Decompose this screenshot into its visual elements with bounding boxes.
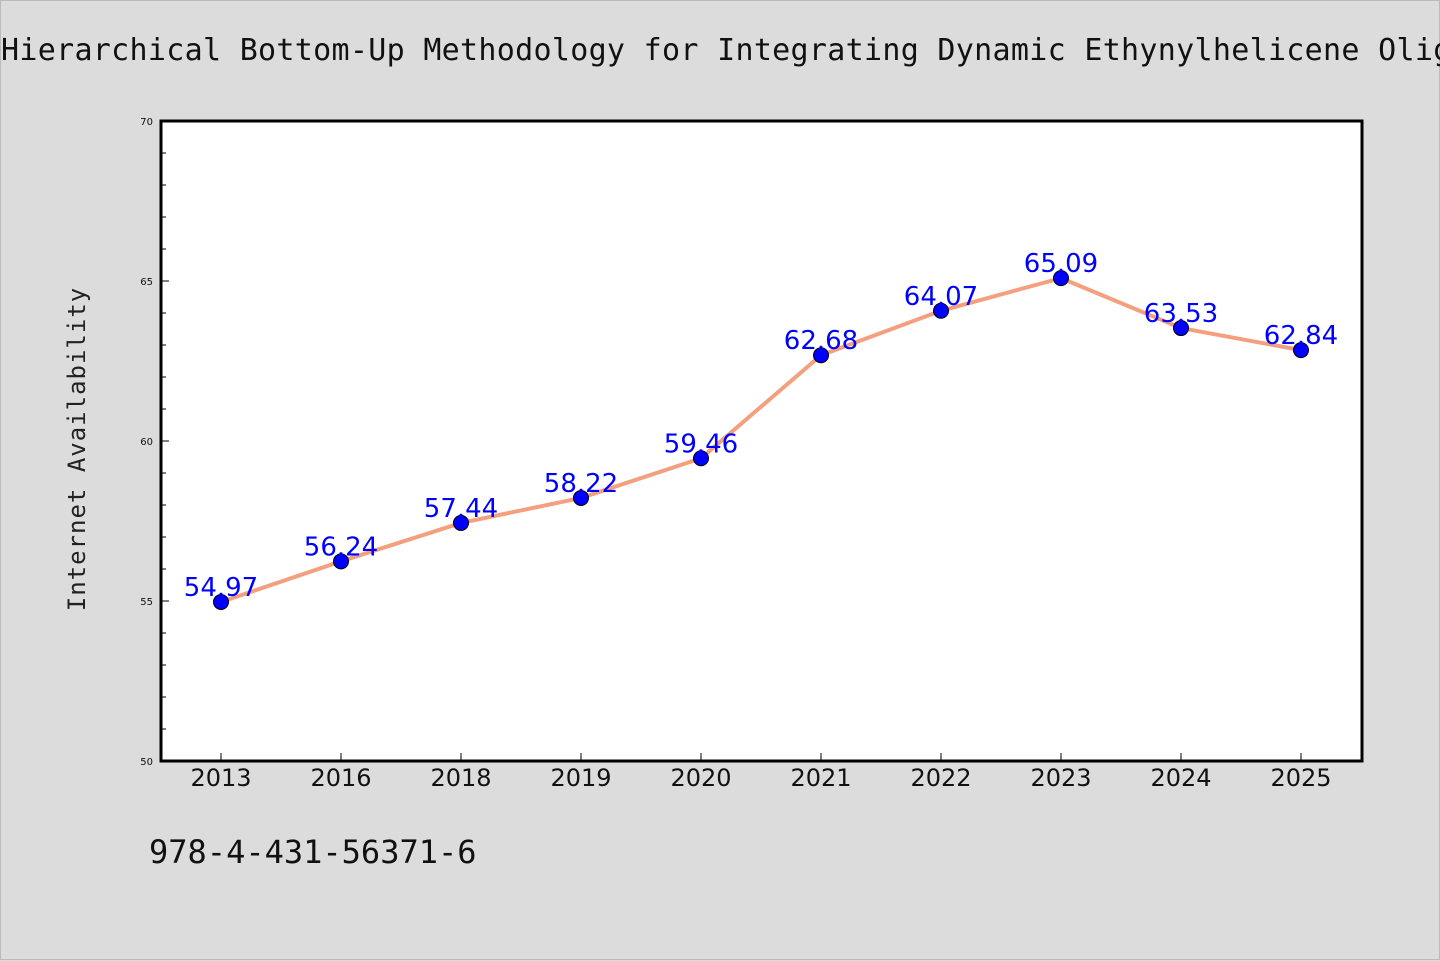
series-line	[220, 276, 1302, 604]
data-point	[1173, 320, 1189, 337]
y-tick-label: 55	[140, 597, 153, 608]
data-label: 62.84	[1264, 321, 1338, 351]
x-tick-label: 2022	[910, 764, 971, 792]
x-tick-label: 2020	[670, 764, 731, 792]
x-tick-label: 2021	[790, 764, 851, 792]
series-markers	[213, 270, 1309, 610]
x-tick-label: 2024	[1150, 764, 1211, 792]
data-point	[573, 489, 589, 506]
data-label: 56.24	[304, 532, 378, 562]
data-label: 57.44	[424, 494, 498, 524]
data-point	[1293, 342, 1309, 359]
x-tick-label: 2013	[190, 764, 251, 792]
y-axis-label: Internet Availability	[63, 287, 91, 611]
x-tick-label: 2018	[430, 764, 491, 792]
plot-frame	[159, 119, 1364, 763]
data-labels: 54.97 56.24 57.44 58.22 59.46 62.68 64.07 65.09…	[184, 249, 1338, 603]
data-label: 64.07	[904, 282, 978, 312]
data-point	[453, 514, 469, 531]
data-label: 59.46	[664, 429, 738, 459]
x-tick-label: 2025	[1270, 764, 1331, 792]
data-label: 62.68	[784, 326, 858, 356]
data-label: 63.53	[1144, 299, 1218, 329]
y-tick-label: 70	[140, 117, 153, 128]
data-point	[933, 302, 949, 319]
x-axis-ticks: 2013 2016 2018 2019 2020 2021 2022 2023 2024 2025	[190, 753, 1332, 792]
data-point	[813, 347, 829, 364]
y-tick-label: 65	[140, 277, 153, 288]
x-tick-label: 2023	[1030, 764, 1091, 792]
x-tick-label: 2016	[310, 764, 371, 792]
chart-title: Hierarchical Bottom-Up Methodology for I…	[1, 33, 1440, 68]
data-point	[693, 450, 709, 467]
footer-code: 978-4-431-56371-6	[149, 833, 477, 871]
data-point	[1053, 270, 1069, 287]
data-point	[213, 593, 229, 610]
data-label: 65.09	[1024, 249, 1098, 279]
y-tick-label: 60	[140, 437, 153, 448]
x-tick-label: 2019	[550, 764, 611, 792]
plot-area	[161, 121, 1362, 761]
data-label: 54.97	[184, 573, 258, 603]
y-tick-label: 50	[140, 757, 153, 768]
data-label: 58.22	[544, 469, 618, 499]
data-point	[333, 553, 349, 570]
